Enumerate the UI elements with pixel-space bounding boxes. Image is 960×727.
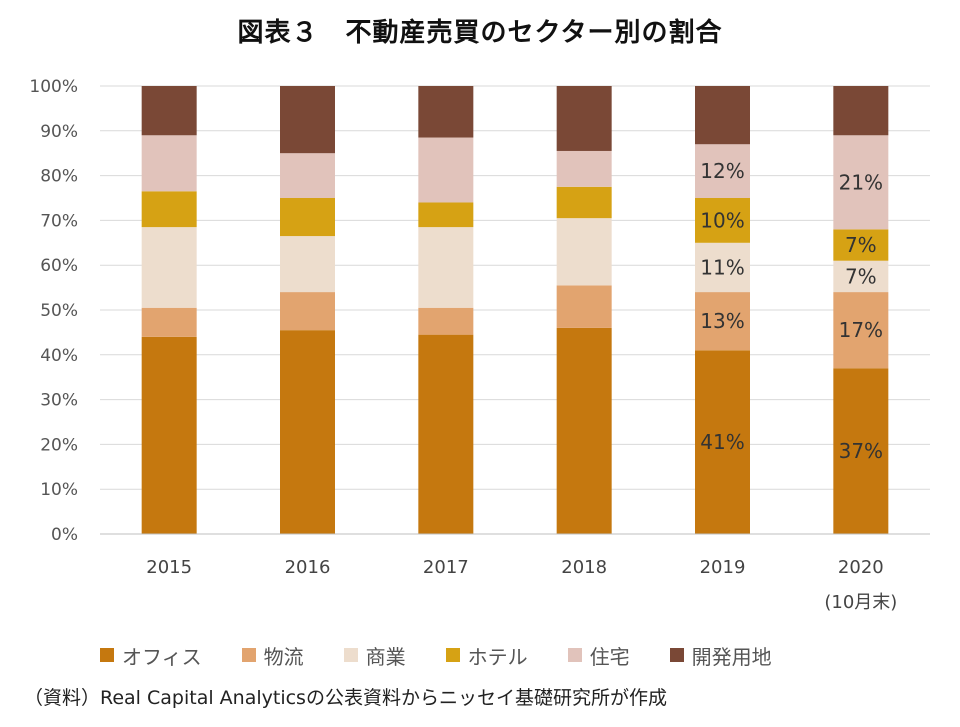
data-label: 11% <box>700 255 744 279</box>
y-tick-label: 60% <box>40 256 78 276</box>
legend-item: 開発用地 <box>669 641 772 670</box>
x-tick-label: 2015 <box>146 557 192 578</box>
bar-segment-2015-3 <box>141 227 197 308</box>
x-tick-label: 2020 <box>838 557 884 578</box>
bar-segment-2016-3 <box>280 236 335 293</box>
bar-segment-2020-6 <box>833 86 889 136</box>
legend: オフィス 物流 商業 ホテル 住宅 開発用地 <box>100 640 772 670</box>
x-tick-label: 2017 <box>423 557 469 578</box>
legend-label: 商業 <box>365 644 406 669</box>
data-label: 12% <box>700 159 744 183</box>
bar-segment-2020-3 <box>833 260 889 293</box>
y-tick-label: 50% <box>40 301 78 321</box>
data-label: 10% <box>700 208 744 232</box>
bar-segment-2015-1 <box>141 336 197 534</box>
y-tick-label: 90% <box>40 122 78 142</box>
legend-label: 物流 <box>263 644 304 669</box>
legend-swatch <box>669 648 684 662</box>
bar-segment-2017-4 <box>418 202 474 228</box>
y-tick-label: 20% <box>40 435 78 455</box>
data-label: 17% <box>839 318 883 342</box>
bar-segment-2017-3 <box>418 227 474 308</box>
bar-segment-2017-6 <box>418 86 474 138</box>
y-tick-label: 0% <box>51 525 78 545</box>
bar-segment-2016-1 <box>280 330 335 534</box>
legend-item: 物流 <box>241 641 304 670</box>
data-label: 13% <box>700 309 744 333</box>
bar-segment-2017-5 <box>418 137 474 203</box>
bar-segment-2020-5 <box>833 135 889 230</box>
x-tick-label: 2019 <box>700 557 746 578</box>
legend-label: オフィス <box>122 644 202 669</box>
bar-segment-2020-1 <box>833 368 889 534</box>
x-axis: 2015 2016 2017 2018 2019 2020 (10月末) <box>100 533 930 613</box>
bar-segment-2015-6 <box>141 86 197 136</box>
legend-label: 住宅 <box>589 644 630 669</box>
data-label: 7% <box>845 264 877 288</box>
data-label: 41% <box>700 430 744 454</box>
bar-segment-2020-4 <box>833 229 889 261</box>
chart-title: 図表３ 不動産売買のセクター別の割合 <box>237 18 723 48</box>
bar-segment-2016-5 <box>280 153 335 198</box>
bar-segment-2018-6 <box>556 86 612 151</box>
y-axis: 0% 10% 20% 30% 40% 50% 60% 70% 80% 90% 100% <box>29 77 78 545</box>
bar-segment-2015-4 <box>141 191 197 228</box>
legend-item: オフィス <box>100 641 202 670</box>
bar-segment-2018-1 <box>556 327 612 534</box>
bar-segment-2018-5 <box>556 150 612 187</box>
legend-swatch <box>445 648 460 662</box>
bar-segment-2015-5 <box>141 135 197 192</box>
source-note: （資料）Real Capital Analyticsの公表資料からニッセイ基礎研… <box>24 687 667 709</box>
x-tick-label: 2018 <box>561 557 607 578</box>
gridlines <box>100 85 930 535</box>
data-label: 21% <box>839 170 883 194</box>
data-label: 7% <box>845 233 877 257</box>
legend-label: ホテル <box>467 644 528 669</box>
bar-segment-2019-3 <box>695 242 750 293</box>
bar-segment-2016-4 <box>280 198 335 237</box>
y-tick-label: 80% <box>40 167 78 187</box>
legend-item: 住宅 <box>567 641 630 670</box>
legend-swatch <box>241 648 256 662</box>
bar-segment-2018-4 <box>556 186 612 219</box>
x-tick-label: 2016 <box>285 557 331 578</box>
bar-segment-2019-5 <box>695 144 750 198</box>
y-tick-label: 10% <box>40 480 78 500</box>
x-tick-sublabel: (10月末) <box>824 592 897 613</box>
bar-segment-2018-2 <box>556 285 612 328</box>
y-tick-label: 70% <box>40 211 78 231</box>
bar-segment-2019-4 <box>695 198 750 243</box>
bar-segment-2019-2 <box>695 292 750 351</box>
bar-segment-2017-2 <box>418 307 474 335</box>
bar-segment-2016-6 <box>280 86 335 154</box>
legend-label: 開発用地 <box>691 644 772 669</box>
legend-swatch <box>100 648 114 662</box>
y-tick-label: 40% <box>40 346 78 366</box>
bar-segment-2019-6 <box>695 86 750 145</box>
bars: 41% 13% 11% 10% 12% 37% 17% 7% 7% 21% <box>141 86 889 534</box>
bar-segment-2015-2 <box>141 307 197 337</box>
data-label: 37% <box>839 439 883 463</box>
legend-swatch <box>567 648 582 662</box>
legend-swatch <box>343 648 358 662</box>
bar-segment-2016-2 <box>280 292 335 331</box>
stacked-bar-chart: 0% 10% 20% 30% 40% 50% 60% 70% 80% 90% 100% 41% 13%… <box>29 77 930 613</box>
bar-segment-2017-1 <box>418 334 474 534</box>
bar-segment-2018-3 <box>556 218 612 286</box>
legend-item: ホテル <box>445 641 528 670</box>
y-tick-label: 30% <box>40 391 78 411</box>
bar-segment-2020-2 <box>833 292 889 369</box>
bar-segment-2019-1 <box>695 350 750 534</box>
legend-item: 商業 <box>343 641 406 670</box>
y-tick-label: 100% <box>29 77 78 97</box>
